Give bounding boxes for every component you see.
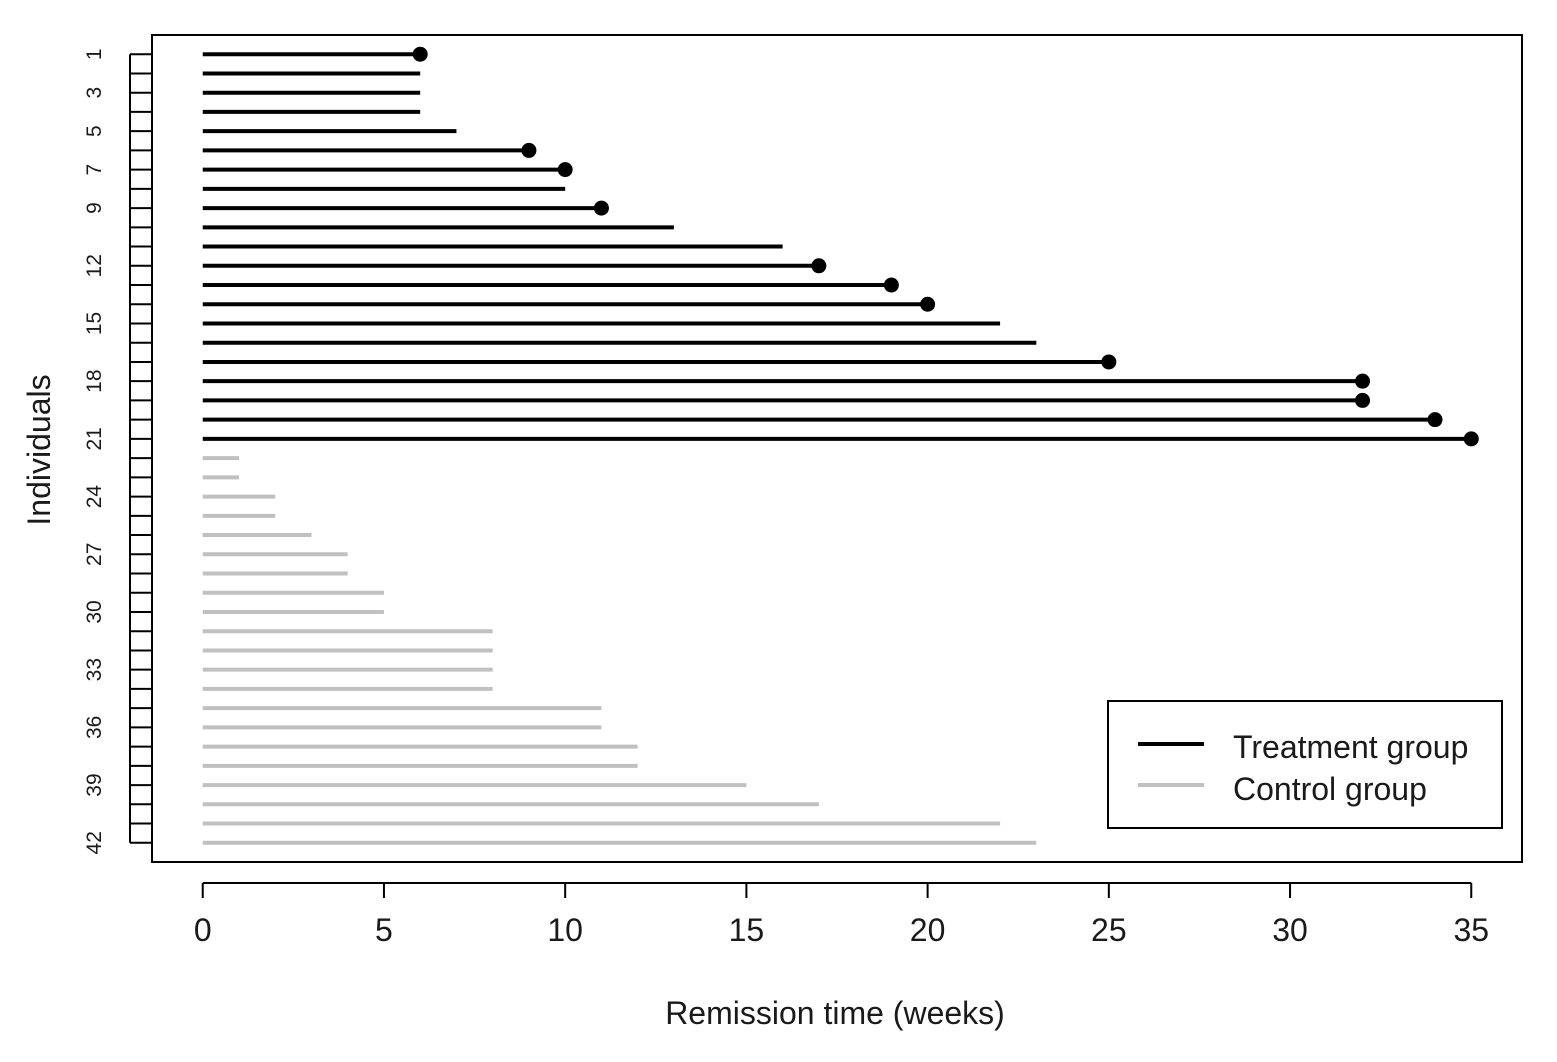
x-axis: 0 5 10 15 20 25 30 35 <box>194 882 1489 948</box>
x-tick-label-0: 0 <box>194 912 212 948</box>
censor-point-20 <box>1427 412 1443 428</box>
y-tick-label-1: 1 <box>83 48 106 60</box>
censor-point-1 <box>412 46 428 62</box>
x-axis-title: Remission time (weeks) <box>665 995 1005 1031</box>
censor-point-6 <box>521 142 537 158</box>
x-tick-label-5: 5 <box>375 912 393 948</box>
x-tick-label-20: 20 <box>910 912 946 948</box>
y-tick-label-42: 42 <box>83 831 106 854</box>
y-tick-label-24: 24 <box>83 485 106 509</box>
x-tick-label-25: 25 <box>1091 912 1127 948</box>
y-tick-label-30: 30 <box>83 600 106 623</box>
y-tick-label-39: 39 <box>83 773 106 796</box>
legend-box <box>1107 700 1503 829</box>
censor-point-17 <box>1101 354 1117 370</box>
legend-label-treatment: Treatment group <box>1233 729 1468 765</box>
x-tick-label-15: 15 <box>729 912 765 948</box>
x-tick-label-30: 30 <box>1272 912 1308 948</box>
x-tick-label-10: 10 <box>547 912 583 948</box>
y-tick-label-5: 5 <box>83 125 106 137</box>
y-tick-label-27: 27 <box>83 543 106 566</box>
y-axis-title: Individuals <box>21 374 57 525</box>
censor-point-9 <box>593 200 609 216</box>
censor-point-19 <box>1355 392 1371 408</box>
legend: Treatment group Control group <box>1107 700 1503 829</box>
y-tick-label-33: 33 <box>83 658 106 681</box>
y-tick-label-3: 3 <box>83 87 106 99</box>
x-tick-label-35: 35 <box>1453 912 1489 948</box>
y-tick-label-15: 15 <box>83 312 106 335</box>
y-tick-label-12: 12 <box>83 254 106 277</box>
y-tick-label-21: 21 <box>83 427 106 450</box>
censor-point-21 <box>1463 431 1479 447</box>
censor-point-13 <box>883 277 899 293</box>
censor-point-7 <box>557 162 573 178</box>
y-tick-label-9: 9 <box>83 202 106 214</box>
plot-frame <box>151 34 1523 863</box>
censor-point-18 <box>1355 373 1371 389</box>
y-tick-label-36: 36 <box>83 716 106 739</box>
bars-layer <box>202 52 1472 845</box>
y-tick-label-18: 18 <box>83 370 106 393</box>
y-tick-label-7: 7 <box>83 164 106 176</box>
legend-label-control: Control group <box>1233 771 1427 807</box>
censor-point-12 <box>811 258 827 274</box>
censor-points-layer <box>412 46 1479 447</box>
censor-point-14 <box>920 296 936 312</box>
y-axis: 1 3 5 7 9 12 15 18 21 24 27 30 33 36 39 42 <box>83 48 152 854</box>
